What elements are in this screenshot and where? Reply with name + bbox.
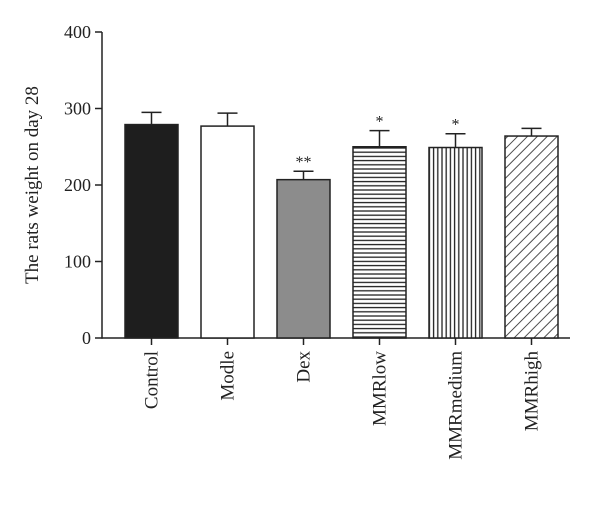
x-ticks: Control Modle Dex MMRlow MMRmedium MMRhigh: [142, 338, 543, 460]
y-axis-label: The rats weight on day 28: [22, 86, 43, 284]
x-tick-label-modle: Modle: [218, 351, 239, 401]
significance-annotations: *** *: [296, 114, 460, 172]
x-tick-label-mmrlow: MMRlow: [370, 351, 391, 426]
bar-mmrlow: [352, 146, 407, 339]
bar-dex: [276, 178, 331, 339]
y-ticks: 0 100 200 300 400: [64, 22, 102, 348]
bars: [124, 123, 559, 339]
y-tick-label: 200: [64, 175, 91, 195]
error-bars: [141, 111, 542, 180]
y-tick-label: 300: [64, 99, 91, 119]
significance-mark-mmrmedium: *: [452, 117, 460, 134]
y-tick-label: 100: [64, 252, 91, 272]
significance-mark-mmrlow: *: [376, 114, 384, 131]
bar-mmrmedium: [428, 146, 483, 339]
x-tick-label-dex: Dex: [294, 351, 315, 383]
x-tick-label-mmrmedium: MMRmedium: [446, 351, 467, 460]
y-tick-label: 400: [64, 22, 91, 42]
x-tick-label-control: Control: [142, 351, 163, 409]
bar-control: [124, 123, 179, 339]
significance-mark-dex: **: [296, 154, 312, 171]
bar-mmrhigh: [504, 135, 559, 339]
x-tick-label-mmrhigh: MMRhigh: [522, 351, 543, 432]
y-tick-label: 0: [82, 328, 91, 348]
bar-modle: [200, 125, 255, 339]
